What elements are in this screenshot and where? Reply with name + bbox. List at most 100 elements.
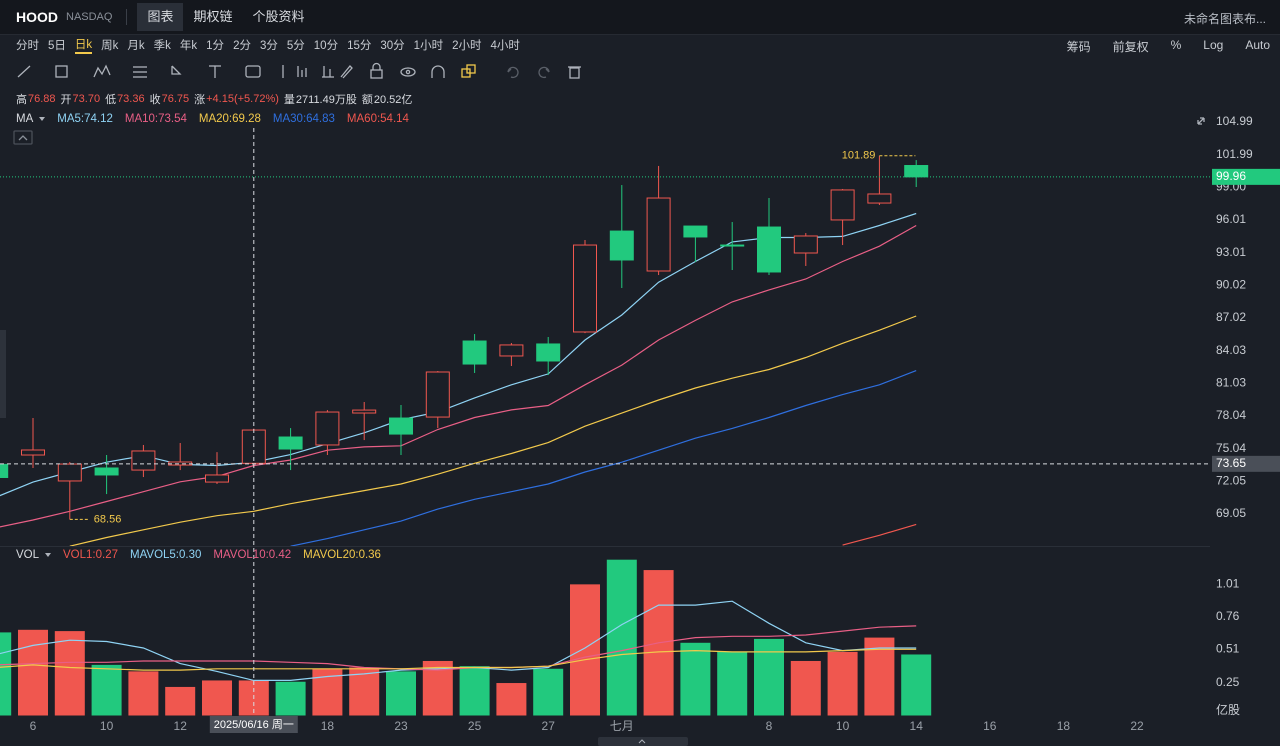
- eye-tool[interactable]: [400, 67, 416, 77]
- dropdown-caret[interactable]: [39, 117, 46, 121]
- period-button[interactable]: 2分: [233, 40, 251, 52]
- legend-entry: MA30:64.83: [272, 113, 335, 125]
- period-button[interactable]: 周k: [101, 40, 119, 52]
- ma-line: [69, 315, 917, 546]
- volume-bar: [0, 632, 12, 716]
- candle-body: [536, 343, 561, 362]
- vol-legend: VOL VOL1:0.27 MAVOL5:0.30 MAVOL10:0.42 MAVOL…: [0, 546, 1280, 564]
- option-button[interactable]: Auto: [1245, 38, 1270, 52]
- y-tick-label: 78.04: [1216, 408, 1246, 422]
- label-tool[interactable]: [245, 65, 261, 78]
- period-button[interactable]: 2小时: [452, 40, 482, 52]
- x-tick-label: 18: [321, 719, 335, 733]
- lock-tool[interactable]: [370, 62, 383, 79]
- volume-bar: [275, 681, 306, 716]
- candle-body: [94, 467, 119, 476]
- layout-name[interactable]: 未命名图表布...: [1183, 12, 1266, 26]
- ma-legend: MA MA5:74.12 MA10:73.54 MA20:69.28 MA30:64.8…: [0, 110, 1280, 128]
- vol-ma-line: [0, 625, 917, 671]
- period-button[interactable]: 分时: [16, 40, 39, 52]
- option-button[interactable]: %: [1170, 38, 1182, 52]
- collapse-button[interactable]: [13, 130, 33, 145]
- period-bar: 分时 5日 日k 周k 月k 季k 年k 1分 2分 3分 5分 10分 15分 30分 1小时 2小时 4小时: [0, 34, 1280, 56]
- undo[interactable]: [507, 66, 519, 79]
- info-label: 收: [149, 94, 161, 106]
- volume-bar: [496, 683, 527, 716]
- volume-bar: [533, 668, 564, 716]
- vol-tick-label: 0.76: [1216, 609, 1240, 623]
- period-button[interactable]: 3分: [259, 40, 278, 52]
- divider: [126, 9, 128, 25]
- info-label: 额: [361, 94, 373, 106]
- vol-ma-line: [0, 648, 917, 671]
- tab[interactable]: 图表: [137, 3, 184, 31]
- tab[interactable]: 个股资料: [252, 9, 305, 24]
- group-tool[interactable]: [461, 64, 476, 78]
- measure-tool[interactable]: [322, 66, 334, 78]
- y-tick-label: 87.02: [1216, 310, 1246, 324]
- period-button[interactable]: 5分: [286, 40, 305, 52]
- dropdown-caret[interactable]: [45, 553, 52, 557]
- cursor-tool[interactable]: [171, 65, 182, 75]
- scroll-arrow: [638, 739, 646, 744]
- period-button[interactable]: 日k: [74, 36, 93, 54]
- candle-body: [720, 244, 745, 247]
- x-tick-label: 27: [542, 719, 556, 733]
- indicator-tool[interactable]: [297, 66, 307, 77]
- candle-body: [499, 344, 524, 357]
- period-button[interactable]: 1小时: [413, 40, 444, 52]
- candle-body: [573, 244, 597, 333]
- period-button[interactable]: 月k: [127, 40, 145, 52]
- pen-tool[interactable]: [340, 65, 353, 79]
- y-tick-label: 90.02: [1216, 277, 1246, 291]
- last-price-label: 99.96: [1216, 169, 1246, 183]
- ma-label[interactable]: MA: [16, 113, 34, 125]
- redo[interactable]: [538, 66, 550, 79]
- y-tick-label: 69.05: [1216, 506, 1246, 520]
- candle-body: [352, 409, 377, 414]
- option-button[interactable]: Log: [1203, 38, 1224, 52]
- header: HOOD NASDAQ 图表 期权链 个股资料 未命名图表布...: [0, 0, 1280, 35]
- x-tick-label: 18: [1057, 719, 1071, 733]
- icon-expand[interactable]: [1197, 117, 1205, 125]
- collapse-arrow: [18, 135, 28, 141]
- ma-line: [842, 523, 917, 546]
- candle-body: [462, 340, 487, 365]
- y-tick-label: 84.03: [1216, 343, 1246, 357]
- period-button[interactable]: 5日: [48, 40, 66, 52]
- info-label: 涨: [194, 94, 206, 106]
- candle-body: [425, 371, 450, 418]
- period-button[interactable]: 年k: [179, 40, 198, 52]
- pattern-tool[interactable]: [93, 64, 111, 78]
- line-tool[interactable]: [17, 65, 31, 78]
- period-button[interactable]: 1分: [206, 40, 225, 52]
- crosshair-price-box: [1212, 455, 1280, 472]
- period-button[interactable]: 30分: [380, 40, 405, 52]
- crosshair-price-label: 73.65: [1216, 456, 1246, 470]
- info-value: 76.75: [161, 93, 190, 105]
- period-button[interactable]: 4小时: [490, 40, 520, 52]
- magnet-tool[interactable]: [431, 65, 445, 78]
- option-button[interactable]: 前复权: [1112, 40, 1149, 54]
- side-tab[interactable]: [0, 330, 6, 418]
- period-button[interactable]: 15分: [347, 40, 372, 52]
- x-tick-label: 10: [100, 719, 114, 733]
- tab[interactable]: 期权链: [193, 9, 233, 24]
- delete-tool[interactable]: [568, 66, 581, 79]
- info-label: 量: [283, 94, 295, 106]
- fib-tool[interactable]: [133, 66, 147, 78]
- option-button[interactable]: 筹码: [1066, 40, 1091, 54]
- vol-label[interactable]: VOL: [16, 549, 40, 561]
- rect-tool[interactable]: [55, 65, 68, 78]
- legend-entry: VOL1:0.27: [63, 549, 118, 561]
- x-tick-label: 七月: [610, 719, 634, 733]
- period-button[interactable]: 10分: [313, 40, 339, 52]
- x-tick-label: 25: [468, 719, 482, 733]
- period-button[interactable]: 季k: [153, 40, 171, 52]
- text-tool[interactable]: [209, 65, 221, 78]
- info-label: 高: [16, 94, 27, 106]
- drawing-toolbar: [17, 62, 581, 79]
- y-tick-label: 75.04: [1216, 441, 1246, 455]
- volume-bar: [349, 667, 380, 716]
- volume-bar: [680, 642, 711, 716]
